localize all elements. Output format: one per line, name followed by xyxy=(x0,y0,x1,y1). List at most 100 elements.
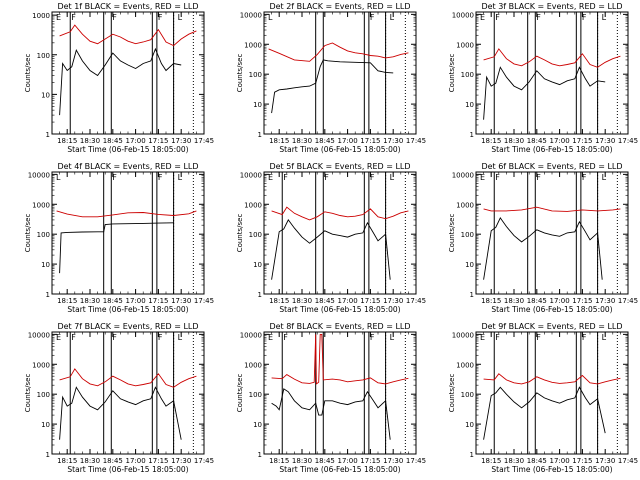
flag-marker: F xyxy=(324,173,329,182)
x-tick-label: 17:30 xyxy=(383,297,403,305)
x-tick-label: 18:15 xyxy=(269,137,289,145)
y-tick-label: 1 xyxy=(258,451,262,459)
flag-marker: F xyxy=(536,173,541,182)
x-tick-label: 18:15 xyxy=(57,457,77,465)
x-tick-label: 17:00 xyxy=(550,457,570,465)
y-tick-label: 100 xyxy=(37,231,50,239)
y-axis-label: Counts/sec xyxy=(236,54,244,93)
flag-marker: F xyxy=(495,333,500,342)
flag-marker: F xyxy=(158,173,163,182)
detector-panel-1: Det 1f BLACK = Events, RED = LLD 1 10 100 10… xyxy=(24,2,214,154)
flag-marker: F xyxy=(536,333,541,342)
y-tick-label: 10000 xyxy=(452,11,474,19)
flag-marker: L xyxy=(602,333,607,342)
detector-panel-3: Det 3f BLACK = Events, RED = LLD 1 10 100 10… xyxy=(448,2,638,154)
x-tick-label: 17:00 xyxy=(550,297,570,305)
x-tick-label: 18:15 xyxy=(481,457,501,465)
flag-marker: E xyxy=(480,173,485,182)
lld-series-line xyxy=(271,206,409,221)
panel-title: Det 3f BLACK = Events, RED = LLD xyxy=(481,2,622,11)
x-tick-label: 18:15 xyxy=(481,297,501,305)
y-axis-label: Counts/sec xyxy=(448,214,456,253)
x-tick-label: 18:30 xyxy=(504,297,524,305)
x-tick-label: 18:45 xyxy=(315,297,335,305)
y-tick-label: 1000 xyxy=(244,41,262,49)
flag-marker: F xyxy=(112,173,117,182)
flag-marker: E xyxy=(268,333,273,342)
y-tick-label: 100 xyxy=(461,71,474,79)
flag-marker: L xyxy=(56,173,61,182)
x-tick-label: 17:30 xyxy=(595,137,615,145)
y-tick-label: 1 xyxy=(46,291,50,299)
x-tick-label: 18:15 xyxy=(57,297,77,305)
panel-title: Det 5f BLACK = Events, RED = LLD xyxy=(269,162,410,171)
flag-marker: F xyxy=(158,333,163,342)
plot-frame xyxy=(263,331,417,455)
x-tick-label: 17:30 xyxy=(171,297,191,305)
x-tick-label: 17:15 xyxy=(148,137,168,145)
plot-frame xyxy=(51,171,205,295)
events-series-line xyxy=(483,66,606,120)
flag-marker: E xyxy=(268,173,273,182)
y-tick-label: 100 xyxy=(249,231,262,239)
y-tick-label: 10000 xyxy=(240,171,262,179)
x-tick-label: 17:45 xyxy=(406,457,426,465)
x-axis-label: Start Time (06-Feb-15 18:05:00) xyxy=(279,305,400,314)
panel-title: Det 8f BLACK = Events, RED = LLD xyxy=(269,322,410,331)
flag-marker: L xyxy=(178,333,183,342)
flag-marker: F xyxy=(283,173,288,182)
events-series-line xyxy=(271,219,391,280)
y-tick-label: 1 xyxy=(470,131,474,139)
x-tick-label: 18:45 xyxy=(103,297,123,305)
flag-marker: E xyxy=(56,13,61,22)
detector-panel-9: Det 9f BLACK = Events, RED = LLD 1 10 100 10… xyxy=(448,322,638,474)
y-axis-label: Counts/sec xyxy=(24,374,32,413)
flag-marker: F xyxy=(71,333,76,342)
y-tick-label: 10000 xyxy=(240,331,262,339)
lld-series-line xyxy=(268,42,409,62)
events-series-line xyxy=(483,386,606,440)
y-tick-label: 10 xyxy=(465,421,474,429)
y-tick-label: 10 xyxy=(253,101,262,109)
y-axis-label: Counts/sec xyxy=(24,214,32,253)
x-tick-label: 18:15 xyxy=(269,457,289,465)
x-tick-label: 18:45 xyxy=(527,297,547,305)
flag-marker: F xyxy=(495,13,500,22)
y-tick-label: 10000 xyxy=(452,331,474,339)
lld-series-line xyxy=(59,368,197,388)
x-tick-label: 17:45 xyxy=(194,297,214,305)
x-tick-label: 17:30 xyxy=(171,457,191,465)
y-tick-label: 1000 xyxy=(456,361,474,369)
detector-panel-4: Det 4f BLACK = Events, RED = LLD 1 10 100 10… xyxy=(24,162,214,314)
y-tick-label: 1000 xyxy=(244,361,262,369)
lld-series-line xyxy=(59,24,197,47)
y-tick-label: 10 xyxy=(41,421,50,429)
x-tick-label: 18:15 xyxy=(57,137,77,145)
detector-panel-6: Det 6f BLACK = Events, RED = LLD 1 10 100 10… xyxy=(448,162,638,314)
y-tick-label: 10000 xyxy=(28,331,50,339)
events-series-line xyxy=(59,47,182,116)
y-tick-label: 1000 xyxy=(456,41,474,49)
panel-title: Det 6f BLACK = Events, RED = LLD xyxy=(481,162,622,171)
y-tick-label: 1 xyxy=(258,131,262,139)
events-series-line xyxy=(271,388,391,440)
x-tick-label: 17:30 xyxy=(171,137,191,145)
x-tick-label: 17:15 xyxy=(572,457,592,465)
x-tick-label: 17:15 xyxy=(360,457,380,465)
x-tick-label: 18:30 xyxy=(504,137,524,145)
detector-panel-7: Det 7f BLACK = Events, RED = LLD 1 10 100 10… xyxy=(24,322,214,474)
y-tick-label: 100 xyxy=(37,52,50,60)
x-tick-label: 17:15 xyxy=(572,297,592,305)
flag-marker: F xyxy=(582,173,587,182)
y-tick-label: 100 xyxy=(37,391,50,399)
y-tick-label: 1000 xyxy=(456,201,474,209)
x-tick-label: 17:15 xyxy=(360,137,380,145)
y-tick-label: 1000 xyxy=(32,12,50,20)
x-tick-label: 18:45 xyxy=(103,137,123,145)
flag-marker: F xyxy=(112,13,117,22)
x-tick-label: 18:30 xyxy=(80,297,100,305)
detector-panel-5: Det 5f BLACK = Events, RED = LLD 1 10 100 10… xyxy=(236,162,426,314)
x-tick-label: 17:00 xyxy=(126,457,146,465)
y-tick-label: 1 xyxy=(470,291,474,299)
